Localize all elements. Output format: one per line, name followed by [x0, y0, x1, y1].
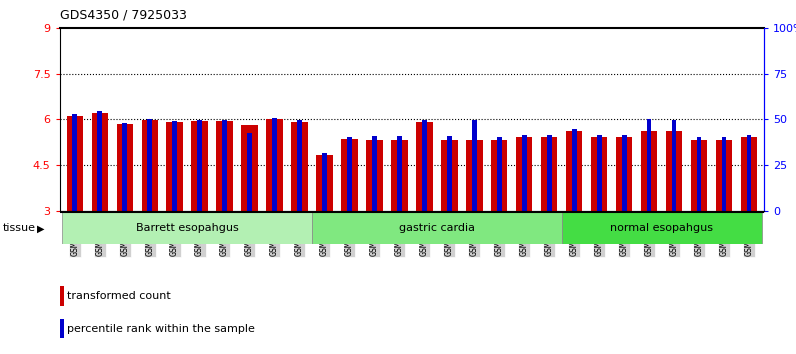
Bar — [472, 120, 477, 211]
Bar — [92, 113, 107, 211]
Bar — [541, 137, 557, 211]
Bar — [341, 139, 357, 211]
Bar — [522, 135, 527, 211]
Bar — [291, 122, 307, 211]
Bar — [691, 140, 708, 211]
Bar — [697, 137, 701, 211]
Text: transformed count: transformed count — [67, 291, 170, 301]
Text: normal esopahgus: normal esopahgus — [611, 223, 713, 233]
Bar — [116, 124, 133, 211]
Bar — [62, 212, 312, 244]
Bar — [142, 120, 158, 211]
Bar — [373, 136, 377, 211]
Bar — [722, 137, 727, 211]
Bar — [297, 120, 302, 211]
Bar — [272, 118, 277, 211]
Bar — [123, 122, 127, 211]
Bar — [447, 136, 451, 211]
Bar — [241, 125, 258, 211]
Bar — [322, 153, 326, 211]
Bar — [416, 122, 432, 211]
Bar — [72, 114, 77, 211]
Bar — [597, 135, 602, 211]
Bar — [741, 137, 757, 211]
Bar — [60, 319, 64, 338]
Bar — [491, 140, 508, 211]
Bar — [466, 140, 482, 211]
Bar — [562, 212, 762, 244]
Bar — [498, 137, 501, 211]
Bar — [173, 121, 177, 211]
Bar — [60, 286, 64, 306]
Text: percentile rank within the sample: percentile rank within the sample — [67, 324, 255, 334]
Bar — [547, 135, 552, 211]
Bar — [192, 121, 208, 211]
Bar — [222, 120, 227, 211]
Bar — [197, 120, 202, 211]
Text: GDS4350 / 7925033: GDS4350 / 7925033 — [60, 9, 186, 22]
Bar — [622, 135, 626, 211]
Bar — [422, 120, 427, 211]
Bar — [316, 155, 333, 211]
Text: tissue: tissue — [2, 223, 35, 233]
Bar — [566, 131, 583, 211]
Bar — [97, 111, 102, 211]
Text: gastric cardia: gastric cardia — [399, 223, 475, 233]
Bar — [166, 122, 183, 211]
Bar — [647, 119, 651, 211]
Bar — [591, 137, 607, 211]
Bar — [666, 131, 682, 211]
Bar — [267, 119, 283, 211]
Bar — [641, 131, 657, 211]
Text: Barrett esopahgus: Barrett esopahgus — [136, 223, 239, 233]
Bar — [672, 120, 677, 211]
Bar — [248, 133, 252, 211]
Bar — [716, 140, 732, 211]
Bar — [616, 137, 632, 211]
Text: ▶: ▶ — [37, 223, 45, 233]
Bar — [441, 140, 458, 211]
Bar — [312, 212, 562, 244]
Bar — [392, 140, 408, 211]
Bar — [572, 129, 576, 211]
Bar — [147, 119, 152, 211]
Bar — [747, 135, 751, 211]
Bar — [347, 137, 352, 211]
Bar — [517, 137, 533, 211]
Bar — [397, 136, 402, 211]
Bar — [67, 116, 83, 211]
Bar — [217, 121, 232, 211]
Bar — [366, 140, 383, 211]
